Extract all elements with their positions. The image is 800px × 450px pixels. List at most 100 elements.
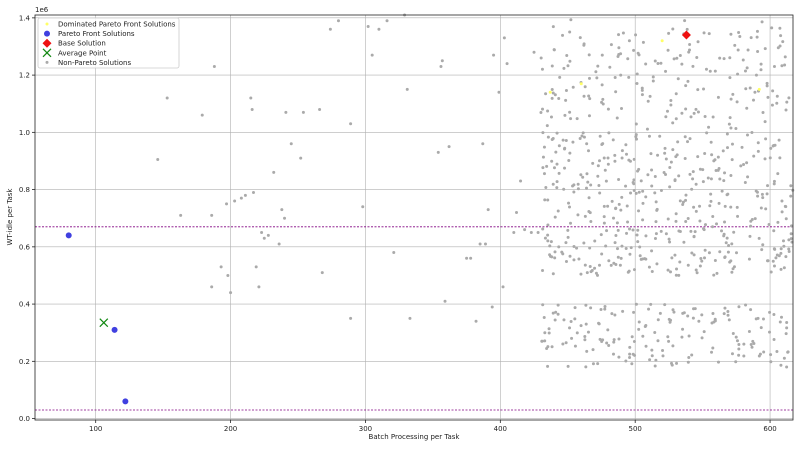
non-pareto-point [554, 150, 558, 154]
non-pareto-point [611, 352, 615, 356]
non-pareto-point [587, 114, 591, 118]
non-pareto-point [612, 216, 616, 220]
non-pareto-point [760, 248, 764, 252]
non-pareto-point [570, 336, 574, 340]
non-pareto-point [616, 255, 620, 259]
non-pareto-point [625, 231, 629, 235]
non-pareto-point [675, 361, 679, 365]
non-pareto-point [634, 33, 638, 37]
non-pareto-point [626, 57, 630, 61]
y-tick-label: 1.4 [19, 14, 31, 22]
non-pareto-point [690, 187, 694, 191]
non-pareto-point [769, 270, 773, 274]
non-pareto-point [696, 40, 700, 44]
non-pareto-point [772, 182, 776, 186]
non-pareto-point [779, 315, 783, 319]
non-pareto-point [726, 313, 730, 317]
y-tick-label: 1.0 [19, 129, 30, 137]
non-pareto-point [684, 84, 688, 88]
x-marker-stroke [42, 48, 52, 58]
non-pareto-point [691, 177, 695, 181]
non-pareto-point [729, 97, 733, 101]
non-pareto-point [547, 327, 551, 331]
non-pareto-point [632, 310, 636, 314]
non-pareto-point [696, 155, 700, 159]
non-pareto-point [671, 121, 675, 125]
non-pareto-point [542, 172, 546, 176]
non-pareto-point [674, 155, 678, 159]
non-pareto-point [557, 171, 561, 175]
non-pareto-point [667, 31, 671, 35]
non-pareto-point [566, 364, 570, 368]
non-pareto-point [613, 153, 617, 157]
non-pareto-point [628, 252, 632, 256]
non-pareto-point [572, 190, 576, 194]
non-pareto-point [561, 342, 565, 346]
non-pareto-point [605, 341, 609, 345]
non-pareto-point [583, 85, 587, 89]
non-pareto-point [730, 270, 734, 274]
non-pareto-point [765, 81, 769, 85]
non-pareto-point [550, 88, 554, 92]
non-pareto-point [613, 159, 617, 163]
non-pareto-point [784, 255, 788, 259]
non-pareto-point [405, 87, 409, 91]
non-pareto-point [490, 305, 494, 309]
non-pareto-point [674, 212, 678, 216]
non-pareto-point [706, 176, 710, 180]
non-pareto-point [684, 107, 688, 111]
non-pareto-point [734, 360, 738, 364]
non-pareto-point [644, 323, 648, 327]
non-pareto-point [179, 213, 183, 217]
non-pareto-point [722, 179, 726, 183]
non-pareto-point [649, 152, 653, 156]
non-pareto-point [647, 134, 651, 138]
non-pareto-point [607, 343, 611, 347]
non-pareto-point [668, 185, 672, 189]
non-pareto-point [672, 57, 676, 61]
non-pareto-point [716, 155, 720, 159]
non-pareto-point [786, 350, 790, 354]
non-pareto-point [676, 77, 680, 81]
non-pareto-point [619, 256, 623, 260]
non-pareto-point [671, 148, 675, 152]
non-pareto-point [320, 271, 324, 275]
non-pareto-point [226, 273, 230, 277]
non-pareto-point [588, 246, 592, 250]
non-pareto-point [210, 285, 214, 289]
non-pareto-point [674, 92, 678, 96]
non-pareto-point [641, 218, 645, 222]
non-pareto-point [771, 89, 775, 93]
non-pareto-point [756, 149, 760, 153]
non-pareto-point [669, 160, 673, 164]
non-pareto-point [594, 271, 598, 275]
non-pareto-point [668, 240, 672, 244]
non-pareto-point [759, 68, 763, 72]
non-pareto-point [543, 236, 547, 240]
grid-lines [35, 15, 793, 420]
non-pareto-point [732, 230, 736, 234]
non-pareto-point [392, 251, 396, 255]
non-pareto-point [552, 166, 556, 170]
non-pareto-point [210, 213, 214, 217]
non-pareto-point [769, 146, 773, 150]
non-pareto-point [568, 254, 572, 258]
non-pareto-point [785, 321, 789, 325]
non-pareto-point [723, 256, 727, 260]
non-pareto-point [784, 332, 788, 336]
non-pareto-point [777, 254, 781, 258]
non-pareto-point [664, 173, 668, 177]
non-pareto-point [361, 205, 365, 209]
legend-box [37, 17, 180, 69]
non-pareto-point [718, 250, 722, 254]
non-pareto-point [628, 355, 632, 359]
x-tick-label: 200 [224, 425, 237, 433]
non-pareto-point [777, 138, 781, 142]
non-pareto-point [555, 180, 559, 184]
non-pareto-point [764, 207, 768, 211]
non-pareto-point [743, 180, 747, 184]
non-pareto-point [598, 191, 602, 195]
non-pareto-point [778, 320, 782, 324]
non-pareto-point [632, 48, 636, 52]
